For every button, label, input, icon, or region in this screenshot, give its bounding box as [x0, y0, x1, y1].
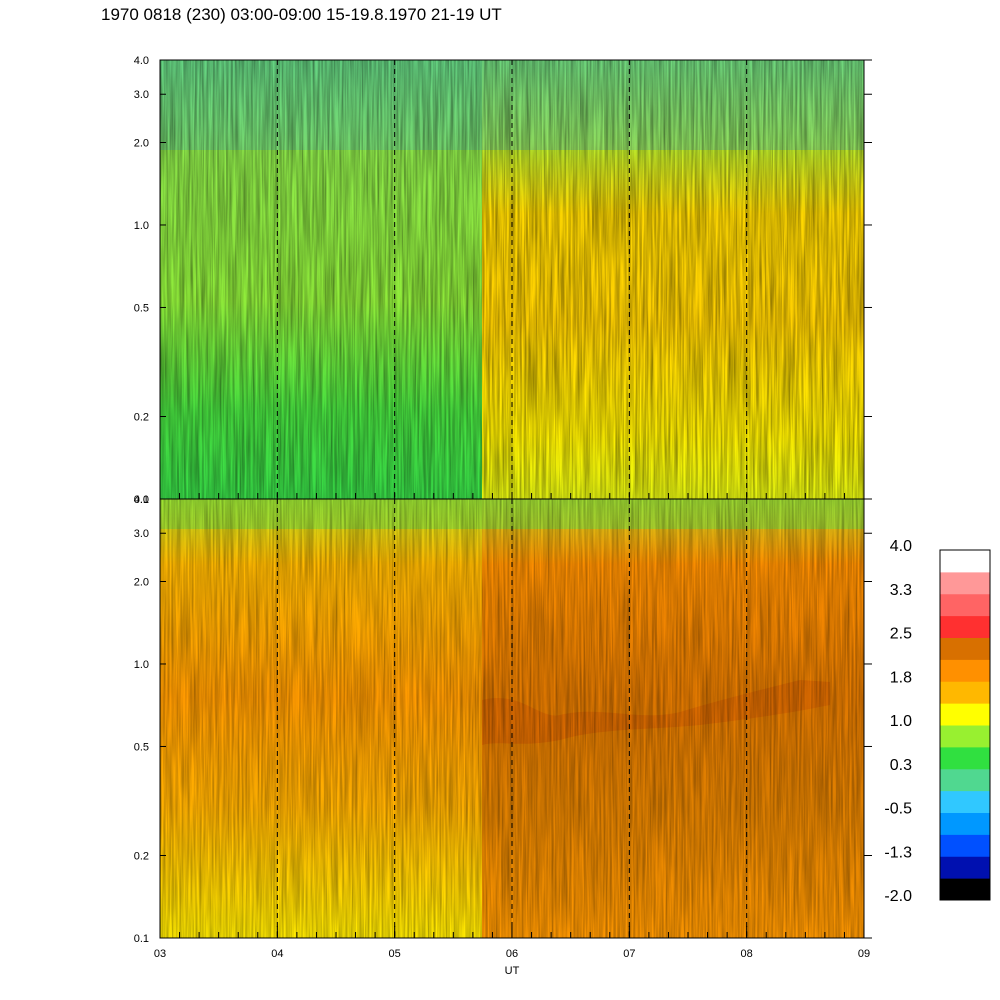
colorbar-swatch	[940, 571, 990, 595]
colorbar-label: 1.8	[890, 669, 912, 686]
colorbar: 4.0 3.3 2.5 1.8 1.0 0.3 -0.5 -1.3 -2.0	[884, 538, 991, 905]
colorbar-label: 0.3	[890, 757, 912, 774]
y-tick-label: 4.0	[134, 494, 149, 506]
x-tick-label: 07	[623, 948, 635, 960]
x-tick-label: 03	[154, 948, 166, 960]
colorbar-swatch	[940, 593, 990, 617]
colorbar-swatch	[940, 812, 990, 835]
y-tick-label: 3.0	[134, 528, 149, 540]
colorbar-swatch	[940, 834, 990, 857]
colorbar-label: 3.3	[890, 582, 912, 599]
colorbar-swatch	[940, 550, 990, 573]
x-tick-label: 04	[271, 948, 283, 960]
chart-title: 1970 0818 (230) 03:00-09:00 15-19.8.1970…	[101, 5, 502, 24]
colorbar-label: 1.0	[890, 713, 912, 730]
colorbar-swatch	[940, 878, 990, 901]
y-tick-label: 1.0	[134, 659, 149, 671]
y-tick-label: 0.1	[134, 494, 149, 506]
x-axis-label: UT	[505, 965, 520, 977]
colorbar-swatch	[940, 637, 990, 660]
y-tick-label: 0.5	[134, 741, 149, 753]
colorbar-swatch	[940, 681, 990, 704]
colorbar-label: 2.5	[890, 626, 912, 643]
y-tick-label: 4.0	[134, 55, 149, 67]
colorbar-frame	[939, 549, 991, 901]
y-tick-label: 2.0	[134, 137, 149, 149]
colorbar-swatch	[940, 615, 990, 638]
colorbar-swatch	[940, 790, 990, 813]
x-tick-label: 06	[506, 948, 518, 960]
colorbar-swatch	[940, 659, 990, 682]
axes-layer: 0.10.20.51.02.03.04.00.10.20.51.02.03.04…	[134, 55, 872, 977]
y-tick-label: 0.1	[134, 933, 149, 945]
colorbar-swatch	[940, 856, 990, 879]
colorbar-swatch	[940, 768, 990, 792]
y-tick-label: 0.2	[134, 851, 149, 863]
x-tick-label: 08	[741, 948, 753, 960]
colorbar-label: 4.0	[890, 538, 912, 555]
y-tick-label: 3.0	[134, 89, 149, 101]
y-tick-label: 1.0	[134, 220, 149, 232]
y-tick-label: 0.2	[134, 412, 149, 424]
colorbar-swatch	[940, 725, 990, 748]
y-tick-label: 0.5	[134, 302, 149, 314]
colorbar-label: -2.0	[884, 888, 912, 905]
colorbar-swatch	[940, 703, 990, 726]
colorbar-swatch	[940, 746, 990, 770]
colorbar-label: -1.3	[884, 844, 912, 861]
colorbar-label: -0.5	[884, 801, 912, 818]
x-tick-label: 05	[389, 948, 401, 960]
x-tick-label: 09	[858, 948, 870, 960]
y-tick-label: 2.0	[134, 576, 149, 588]
